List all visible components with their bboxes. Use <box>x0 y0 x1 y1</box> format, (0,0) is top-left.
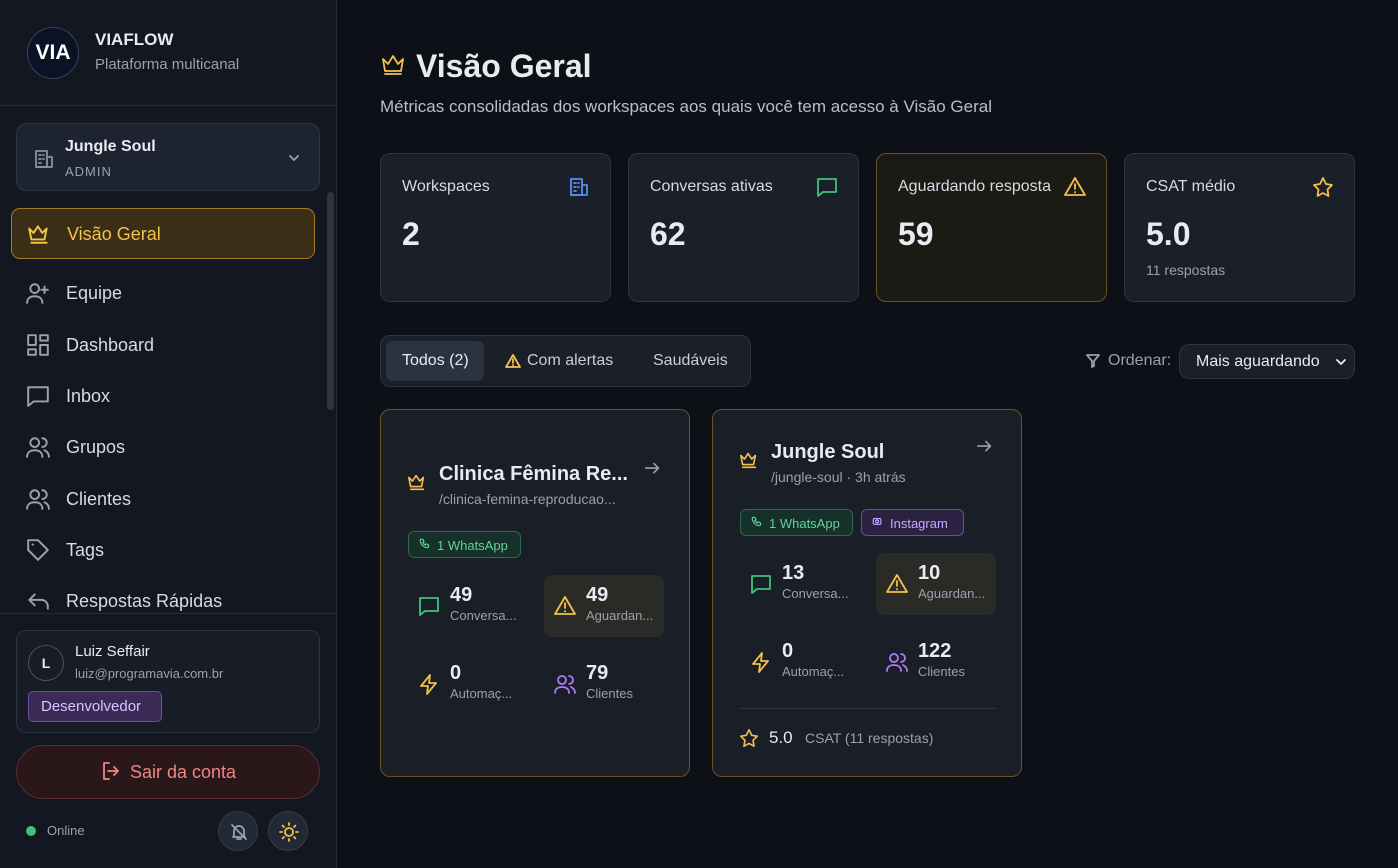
metric-value: 13 <box>782 562 805 584</box>
metric-value: 122 <box>918 640 952 662</box>
tab[interactable]: Saudáveis <box>653 352 728 369</box>
stat-value: 5.0 <box>1146 216 1191 252</box>
status: Online <box>47 823 85 838</box>
workspace-card[interactable]: Clinica Fêmina Re... /clinica-femina-repr… <box>380 409 690 777</box>
channel-chip: Instagram <box>861 509 964 536</box>
filter-tabs: Todos (2) Com alertas Saudáveis <box>380 335 751 387</box>
logout-button[interactable]: Sair da conta <box>16 745 320 799</box>
workspace-title: Clinica Fêmina Re... <box>439 463 628 485</box>
brand-name: VIAFLOW <box>95 30 174 49</box>
brand-subtitle: Plataforma multicanal <box>95 56 240 73</box>
metric-label: Aguardan... <box>586 608 654 623</box>
nav-item[interactable]: Inbox <box>11 371 315 422</box>
notifications-toggle[interactable] <box>218 811 258 851</box>
nav-item[interactable]: Equipe <box>11 268 315 319</box>
nav-item[interactable]: Dashboard <box>11 320 315 371</box>
nav-item[interactable]: Grupos <box>11 422 315 473</box>
user-email: luiz@programavia.com.br <box>75 666 224 681</box>
metric-label: Clientes <box>586 686 633 701</box>
channel-chip: 1 WhatsApp <box>740 509 853 536</box>
stat-value: 2 <box>402 216 420 252</box>
channel-chip: 1 WhatsApp <box>408 531 521 558</box>
stat-label: Conversas ativas <box>650 178 773 195</box>
sort-label: Ordenar: <box>1108 352 1172 369</box>
tab[interactable]: Todos (2) <box>402 352 469 369</box>
channel-label: 1 WhatsApp <box>769 516 840 531</box>
nav-item[interactable]: Tags <box>11 525 315 576</box>
sidebar: VIA VIAFLOW Plataforma multicanal Jungle… <box>0 0 337 868</box>
logo: VIA <box>27 27 79 79</box>
workspace-name: Jungle Soul <box>65 138 156 155</box>
workspace-slug: /clinica-femina-reproducao... <box>439 491 616 507</box>
sort-value: Mais aguardando <box>1196 353 1320 370</box>
role-badge: Desenvolvedor <box>28 691 162 722</box>
channel-label: Instagram <box>890 516 948 531</box>
stat-value: 59 <box>898 216 934 252</box>
user-name: Luiz Seffair <box>75 643 150 660</box>
theme-toggle[interactable] <box>268 811 308 851</box>
nav-item[interactable]: Clientes <box>11 474 315 525</box>
tab[interactable]: Com alertas <box>527 352 614 369</box>
metric-label: Conversa... <box>450 608 517 623</box>
nav-label: Inbox <box>66 386 111 406</box>
csat-label: CSAT (11 respostas) <box>805 730 934 746</box>
metric-value: 0 <box>450 662 462 684</box>
metric-label: Clientes <box>918 664 965 679</box>
nav-item[interactable]: Visão Geral <box>11 208 315 259</box>
stat-label: CSAT médio <box>1146 178 1236 195</box>
workspace-selector[interactable]: Jungle Soul ADMIN <box>16 123 320 191</box>
workspace-card[interactable]: Jungle Soul/jungle-soul · 3h atrás 1 What… <box>712 409 1022 777</box>
workspace-role: ADMIN <box>65 164 112 179</box>
metric-value: 10 <box>918 562 941 584</box>
metric-value: 49 <box>450 584 473 606</box>
metric-label: Aguardan... <box>918 586 986 601</box>
sort-select[interactable]: Mais aguardando <box>1179 344 1355 379</box>
nav-label: Visão Geral <box>67 224 161 244</box>
stat-card: Conversas ativas 62 <box>628 153 859 302</box>
metric-value: 49 <box>586 584 609 606</box>
nav-label: Equipe <box>66 283 123 303</box>
metric-label: Conversa... <box>782 586 849 601</box>
channel-label: 1 WhatsApp <box>437 538 508 553</box>
nav-item[interactable]: Respostas Rápidas <box>11 576 315 627</box>
page-subtitle: Métricas consolidadas dos workspaces aos… <box>380 97 992 116</box>
nav-label: Dashboard <box>66 335 155 355</box>
csat-value: 5.0 <box>769 728 793 747</box>
workspace-title: Jungle Soul <box>771 441 885 463</box>
stat-note: 11 respostas <box>1146 262 1226 278</box>
nav-label: Tags <box>66 540 105 560</box>
stat-card: CSAT médio 5.0 11 respostas <box>1124 153 1355 302</box>
stat-label: Workspaces <box>402 178 490 195</box>
metric-label: Automaç... <box>782 664 845 679</box>
stat-card: Aguardando resposta 59 <box>876 153 1107 302</box>
logout-label: Sair da conta <box>129 762 237 782</box>
nav-label: Clientes <box>66 489 132 509</box>
metric-value: 79 <box>586 662 609 684</box>
metric-value: 0 <box>782 640 794 662</box>
user-avatar: L <box>28 645 64 681</box>
stat-card: Workspaces 2 <box>380 153 611 302</box>
nav-label: Respostas Rápidas <box>66 591 223 611</box>
metric-label: Automaç... <box>450 686 513 701</box>
stat-value: 62 <box>650 216 686 252</box>
user-card: L Luiz Seffair luiz@programavia.com.br D… <box>16 630 320 733</box>
workspace-slug: /jungle-soul · 3h atrás <box>771 469 906 485</box>
page-title: Visão Geral <box>416 48 592 84</box>
stat-label: Aguardando resposta <box>898 178 1051 195</box>
nav-label: Grupos <box>66 437 126 457</box>
